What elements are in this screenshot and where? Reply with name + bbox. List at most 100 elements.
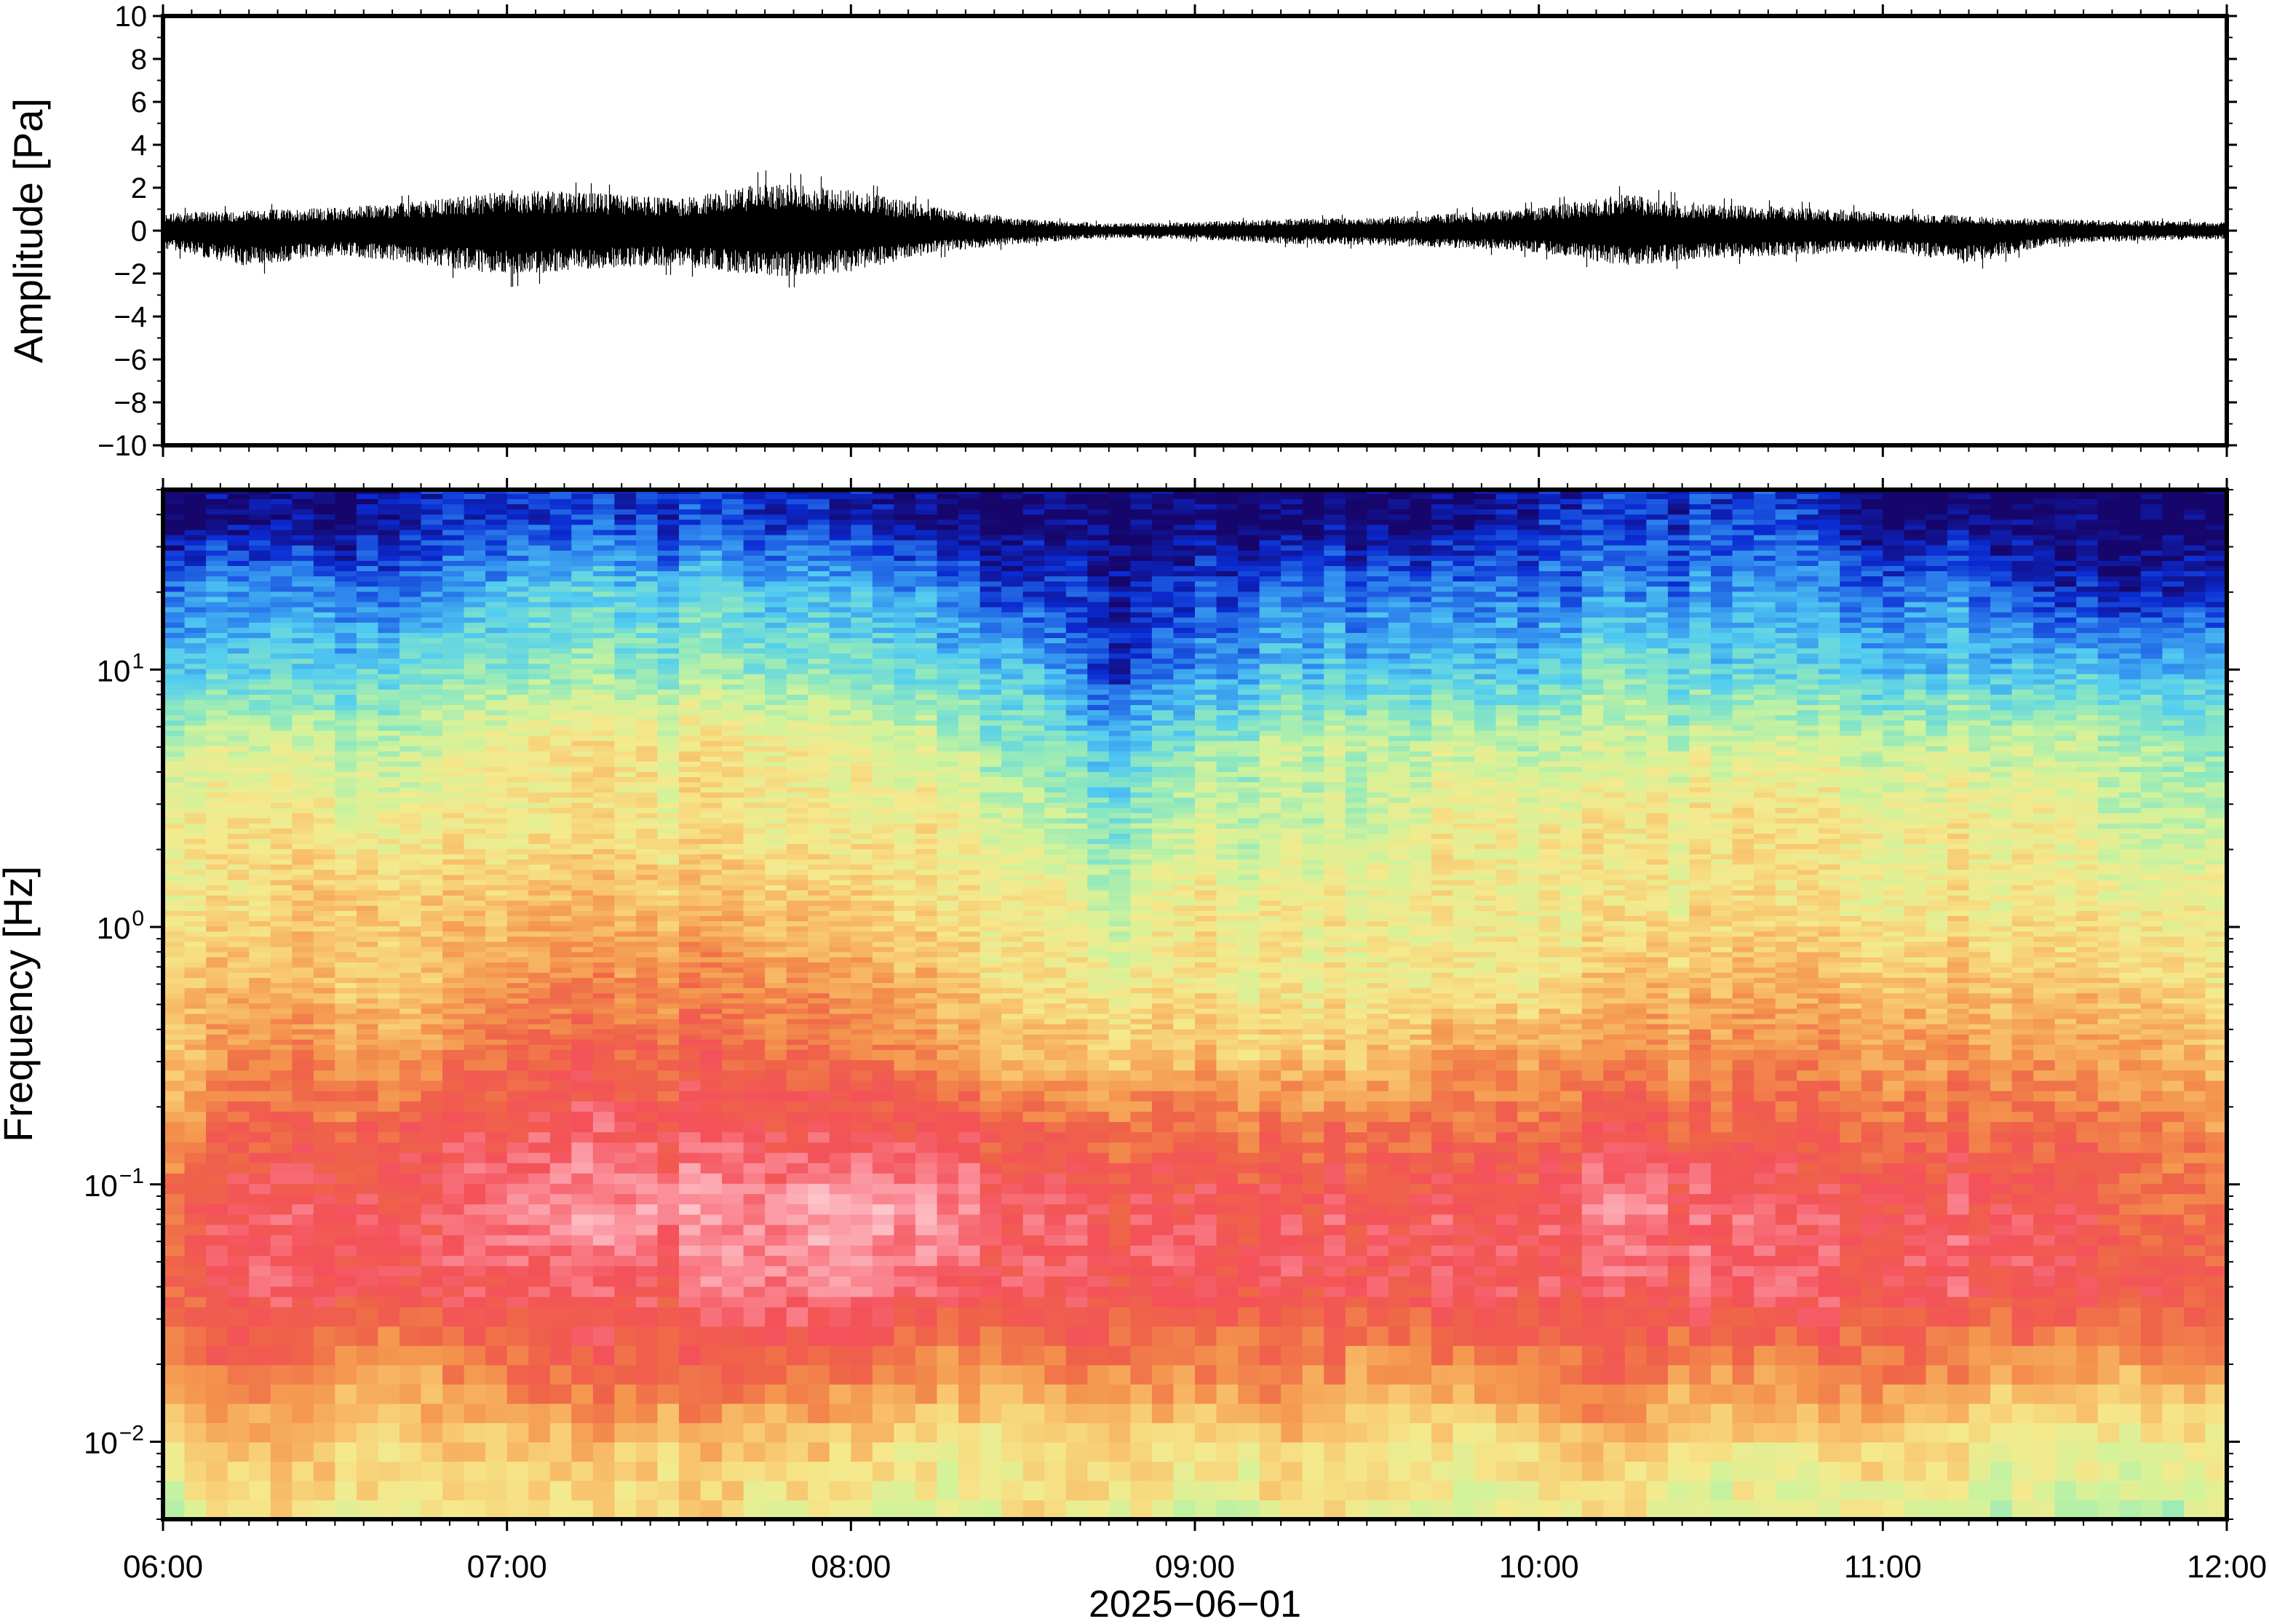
- spectrogram-cell: [464, 936, 486, 942]
- spectrogram-cell: [313, 992, 335, 999]
- spectrogram-cell: [399, 684, 422, 690]
- spectrogram-cell: [206, 627, 229, 633]
- spectrogram-cell: [700, 915, 723, 922]
- spectrogram-cell: [485, 730, 508, 736]
- spectrogram-cell: [743, 977, 766, 984]
- spectrogram-cell: [614, 812, 637, 819]
- spectrogram-cell: [421, 962, 443, 968]
- spectrogram-cell: [442, 895, 465, 901]
- spectrogram-cell: [614, 606, 637, 613]
- spectrogram-cell: [378, 977, 400, 984]
- spectrogram-cell: [657, 771, 680, 778]
- spectrogram-cell: [743, 596, 766, 602]
- spectrogram-cell: [184, 941, 207, 947]
- spectrogram-cell: [292, 879, 314, 885]
- spectrogram-cell: [722, 756, 744, 762]
- spectrogram-cell: [743, 591, 766, 597]
- spectrogram-cell: [743, 576, 766, 582]
- spectrogram-cell: [571, 1307, 594, 1327]
- spectrogram-cell: [657, 1275, 680, 1287]
- spectrogram-cell: [765, 766, 787, 772]
- spectrogram-cell: [313, 1193, 335, 1205]
- spectrogram-cell: [700, 895, 723, 901]
- spectrogram-cell: [227, 859, 250, 865]
- spectrogram-cell: [227, 637, 250, 644]
- spectrogram-cell: [635, 766, 659, 772]
- spectrogram-cell: [765, 550, 787, 556]
- spectrogram-cell: [421, 1403, 443, 1423]
- spectrogram-cell: [722, 792, 744, 798]
- spectrogram-cell: [485, 951, 508, 958]
- spectrogram-cell: [722, 895, 744, 901]
- spectrogram-cell: [592, 1034, 615, 1040]
- spectrogram-cell: [206, 1326, 229, 1346]
- spectrogram-cell: [592, 622, 615, 628]
- spectrogram-cell: [851, 617, 873, 623]
- spectrogram-cell: [549, 1044, 572, 1050]
- spectrogram-cell: [249, 622, 271, 628]
- spectrogram-cell: [851, 1441, 873, 1462]
- spectrogram-cell: [464, 859, 486, 865]
- spectrogram-cell: [571, 601, 594, 608]
- spectrogram-cell: [163, 503, 186, 510]
- spectrogram-cell: [442, 828, 465, 834]
- spectrogram-cell: [163, 1111, 186, 1123]
- spectrogram-cell: [421, 498, 443, 505]
- spectrogram-cell: [184, 694, 207, 700]
- spectrogram-cell: [571, 843, 594, 850]
- spectrogram-cell: [829, 869, 851, 875]
- spectrogram-cell: [743, 1070, 766, 1081]
- spectrogram-cell: [549, 972, 572, 978]
- spectrogram-cell: [227, 684, 250, 690]
- spectrogram-cell: [786, 926, 808, 932]
- spectrogram-cell: [765, 802, 787, 808]
- spectrogram-cell: [614, 514, 637, 520]
- spectrogram-cell: [700, 1173, 723, 1184]
- spectrogram-cell: [635, 1307, 659, 1327]
- spectrogram-cell: [786, 709, 808, 716]
- spectrogram-cell: [851, 1091, 873, 1102]
- spectrogram-cell: [786, 941, 808, 947]
- spectrogram-cell: [635, 581, 659, 587]
- spectrogram-cell: [442, 1003, 465, 1009]
- spectrogram-cell: [786, 565, 808, 572]
- spectrogram-cell: [270, 1049, 293, 1061]
- spectrogram-cell: [528, 1183, 551, 1195]
- spectrogram-cell: [506, 972, 529, 978]
- spectrogram-cell: [292, 1111, 314, 1123]
- spectrogram-cell: [592, 704, 615, 711]
- spectrogram-cell: [679, 735, 702, 741]
- spectrogram-cell: [464, 915, 486, 922]
- spectrogram-cell: [506, 725, 529, 731]
- spectrogram-cell: [270, 807, 293, 813]
- spectrogram-cell: [313, 519, 335, 525]
- spectrogram-cell: [442, 1345, 465, 1366]
- spectrogram-cell: [765, 787, 787, 793]
- spectrogram-cell: [657, 1422, 680, 1443]
- spectrogram-cell: [399, 895, 422, 901]
- spectrogram-cell: [399, 982, 422, 989]
- spectrogram-cell: [592, 905, 615, 911]
- spectrogram-cell: [786, 689, 808, 695]
- spectrogram-cell: [506, 1101, 529, 1112]
- spectrogram-cell: [227, 1214, 250, 1225]
- spectrogram-cell: [592, 864, 615, 870]
- spectrogram-cell: [700, 503, 723, 510]
- spectrogram-cell: [421, 998, 443, 1004]
- spectrogram-cell: [571, 1480, 594, 1501]
- spectrogram-cell: [249, 642, 271, 649]
- spectrogram-cell: [227, 781, 250, 788]
- spectrogram-cell: [442, 550, 465, 556]
- spectrogram-cell: [829, 992, 851, 999]
- spectrogram-cell: [571, 1080, 594, 1091]
- spectrogram-cell: [313, 1245, 335, 1257]
- spectrogram-cell: [679, 576, 702, 582]
- spectrogram-cell: [614, 864, 637, 870]
- spectrogram-cell: [786, 900, 808, 906]
- spectrogram-cell: [808, 601, 830, 608]
- spectrogram-cell: [829, 838, 851, 845]
- spectrogram-cell: [786, 519, 808, 525]
- spectrogram-cell: [808, 869, 830, 875]
- spectrogram-cell: [851, 962, 873, 968]
- spectrogram-cell: [679, 565, 702, 572]
